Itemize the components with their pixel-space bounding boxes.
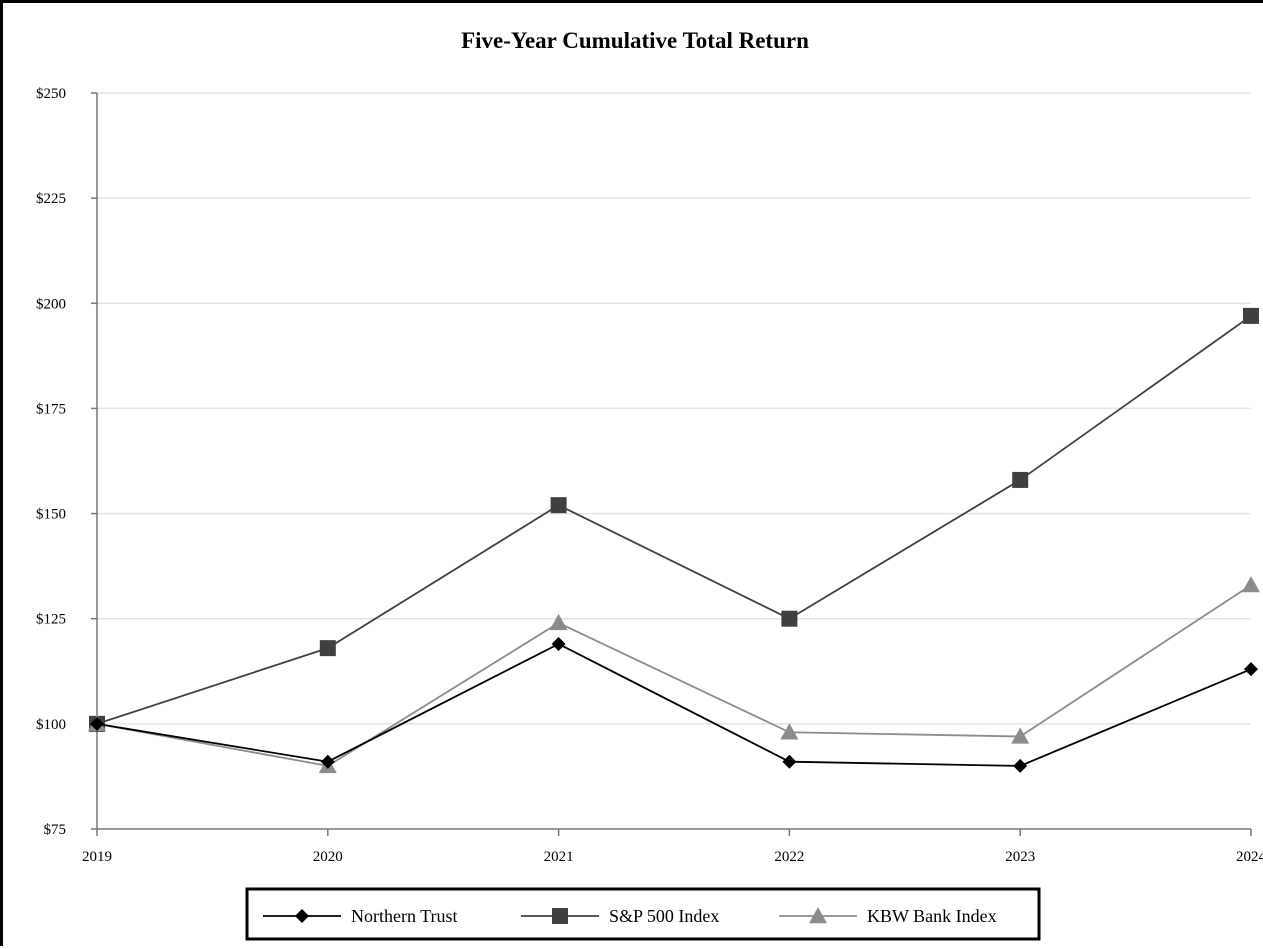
series-line-kbw-bank-index [96,584,1252,767]
x-tick-label: 2019 [82,849,112,865]
data-point-northern-trust [320,754,335,769]
data-point-s-p-500-index [781,610,798,627]
data-point-s-p-500-index [550,497,567,514]
legend: Northern Trust S&P 500 Index KBW Bank Inde… [245,887,1041,941]
line-chart: Five-Year Cumulative Total Return $75 $10… [36,28,1263,941]
legend-box [245,887,1041,941]
y-tick-label: $100 [36,717,66,733]
legend-item-s-p-500-index: S&P 500 Index [521,906,719,926]
series-northern-trust [90,636,1258,773]
data-point-northern-trust [90,716,104,731]
data-point-s-p-500-index [1012,471,1029,488]
legend-marker [552,908,568,924]
data-point-northern-trust [782,754,797,769]
legend-label: Northern Trust [351,906,458,926]
series-kbw-bank-index [88,576,1260,774]
y-axis-ticks: $75 $100 $125 $150 $175 $200 $225 $250 [36,86,97,838]
legend-marker [295,909,309,923]
legend-item-northern-trust: Northern Trust [263,906,458,926]
x-tick-label: 2023 [1005,849,1035,865]
data-point-kbw-bank-index [1242,576,1260,593]
x-axis-ticks: 2019 2020 2021 2022 2023 2024 [82,829,1263,865]
data-point-kbw-bank-index [1011,727,1030,744]
data-point-kbw-bank-index [549,613,568,631]
axes [96,93,1251,830]
y-tick-label: $175 [36,401,66,417]
y-tick-label: $225 [36,191,66,207]
legend-label: KBW Bank Index [867,906,997,926]
x-tick-label: 2021 [544,849,574,865]
data-point-kbw-bank-index [780,723,799,740]
legend-label: S&P 500 Index [609,906,719,926]
chart-title: Five-Year Cumulative Total Return [461,28,809,53]
y-tick-label: $75 [44,822,67,838]
data-point-s-p-500-index [319,640,336,657]
y-tick-label: $150 [36,507,66,523]
data-point-northern-trust [1013,758,1028,773]
y-tick-label: $125 [36,612,66,628]
y-tick-label: $200 [36,296,66,312]
series-line-s-p-500-index [96,315,1252,725]
y-tick-label: $250 [36,86,66,102]
legend-marker [809,907,827,924]
x-tick-label: 2022 [774,849,804,865]
x-tick-label: 2024 [1236,849,1263,865]
legend-item-kbw-bank-index: KBW Bank Index [779,906,997,926]
data-point-s-p-500-index [1243,307,1259,324]
gridlines [97,92,1251,725]
series-line-northern-trust [96,642,1252,767]
series-group [88,307,1260,774]
data-point-northern-trust [551,636,566,651]
series-s-p-500-index [89,307,1259,732]
data-point-northern-trust [1244,662,1258,677]
x-tick-label: 2020 [313,849,343,865]
